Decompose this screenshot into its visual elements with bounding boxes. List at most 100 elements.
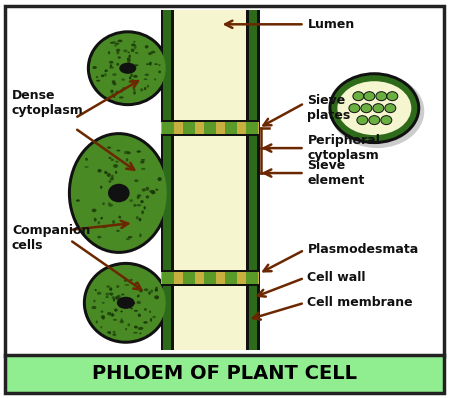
Ellipse shape xyxy=(154,78,156,80)
Ellipse shape xyxy=(107,173,111,177)
Ellipse shape xyxy=(330,74,424,148)
Ellipse shape xyxy=(137,194,141,197)
Ellipse shape xyxy=(110,177,114,181)
Ellipse shape xyxy=(115,92,119,94)
Ellipse shape xyxy=(143,321,148,324)
Ellipse shape xyxy=(129,76,131,80)
Ellipse shape xyxy=(124,279,127,282)
Ellipse shape xyxy=(145,45,148,49)
Ellipse shape xyxy=(151,51,155,53)
Ellipse shape xyxy=(130,308,133,309)
Ellipse shape xyxy=(76,199,80,202)
Ellipse shape xyxy=(116,49,121,52)
Ellipse shape xyxy=(108,184,130,202)
Ellipse shape xyxy=(144,74,149,76)
Ellipse shape xyxy=(117,194,121,196)
Ellipse shape xyxy=(331,75,417,141)
Bar xyxy=(161,120,259,122)
Ellipse shape xyxy=(121,294,125,296)
Bar xyxy=(246,10,248,350)
Ellipse shape xyxy=(97,292,101,295)
Ellipse shape xyxy=(105,293,109,296)
Ellipse shape xyxy=(86,265,166,341)
Ellipse shape xyxy=(114,45,117,47)
Ellipse shape xyxy=(133,88,135,92)
Ellipse shape xyxy=(139,289,143,293)
Bar xyxy=(204,272,216,284)
Ellipse shape xyxy=(112,80,116,84)
Text: Companion
cells: Companion cells xyxy=(12,224,90,252)
Ellipse shape xyxy=(115,171,117,174)
Ellipse shape xyxy=(117,223,119,226)
Ellipse shape xyxy=(130,279,133,281)
Ellipse shape xyxy=(83,262,169,344)
Text: Cell membrane: Cell membrane xyxy=(307,297,413,309)
Ellipse shape xyxy=(110,64,112,67)
Ellipse shape xyxy=(110,90,114,94)
Ellipse shape xyxy=(127,59,130,62)
Ellipse shape xyxy=(141,159,145,161)
Ellipse shape xyxy=(126,158,128,162)
Bar xyxy=(161,10,260,350)
Ellipse shape xyxy=(128,236,132,238)
Ellipse shape xyxy=(385,103,396,113)
Ellipse shape xyxy=(124,151,129,154)
Bar xyxy=(161,270,259,272)
Ellipse shape xyxy=(108,180,111,183)
Ellipse shape xyxy=(116,285,119,288)
Ellipse shape xyxy=(120,320,124,323)
Ellipse shape xyxy=(90,33,166,103)
Ellipse shape xyxy=(128,55,131,58)
Ellipse shape xyxy=(96,80,100,82)
Ellipse shape xyxy=(136,301,141,304)
Ellipse shape xyxy=(140,333,141,334)
Ellipse shape xyxy=(152,316,156,318)
Ellipse shape xyxy=(146,195,149,199)
Ellipse shape xyxy=(94,218,97,222)
Ellipse shape xyxy=(134,310,138,312)
Ellipse shape xyxy=(102,302,105,304)
Ellipse shape xyxy=(111,175,114,178)
Bar xyxy=(225,122,237,134)
Bar xyxy=(171,10,174,350)
Ellipse shape xyxy=(109,287,112,291)
Ellipse shape xyxy=(353,92,364,101)
Ellipse shape xyxy=(158,177,162,181)
Ellipse shape xyxy=(127,298,131,301)
Ellipse shape xyxy=(112,220,115,224)
Ellipse shape xyxy=(112,197,116,201)
Ellipse shape xyxy=(111,159,114,161)
Text: Lumen: Lumen xyxy=(307,18,355,31)
Ellipse shape xyxy=(139,234,142,237)
Ellipse shape xyxy=(150,318,152,322)
Ellipse shape xyxy=(106,296,109,298)
Ellipse shape xyxy=(100,185,102,189)
Ellipse shape xyxy=(139,218,141,221)
Ellipse shape xyxy=(116,230,120,232)
Ellipse shape xyxy=(115,161,119,163)
Ellipse shape xyxy=(108,157,112,159)
Ellipse shape xyxy=(138,314,141,317)
Ellipse shape xyxy=(114,308,118,312)
Ellipse shape xyxy=(110,294,113,296)
Ellipse shape xyxy=(68,132,170,254)
Ellipse shape xyxy=(93,299,96,302)
Ellipse shape xyxy=(104,73,107,76)
Ellipse shape xyxy=(136,150,141,153)
Ellipse shape xyxy=(133,75,138,78)
Ellipse shape xyxy=(112,94,117,96)
Ellipse shape xyxy=(387,92,398,101)
Bar xyxy=(161,120,259,136)
Ellipse shape xyxy=(112,41,116,44)
Ellipse shape xyxy=(137,204,141,207)
Ellipse shape xyxy=(115,296,119,300)
Ellipse shape xyxy=(361,103,372,113)
Ellipse shape xyxy=(127,52,130,53)
Ellipse shape xyxy=(127,323,130,326)
Ellipse shape xyxy=(108,203,111,204)
Bar xyxy=(5,355,444,393)
Bar xyxy=(246,272,257,284)
Ellipse shape xyxy=(107,312,112,315)
Ellipse shape xyxy=(102,316,105,320)
Ellipse shape xyxy=(133,92,136,95)
